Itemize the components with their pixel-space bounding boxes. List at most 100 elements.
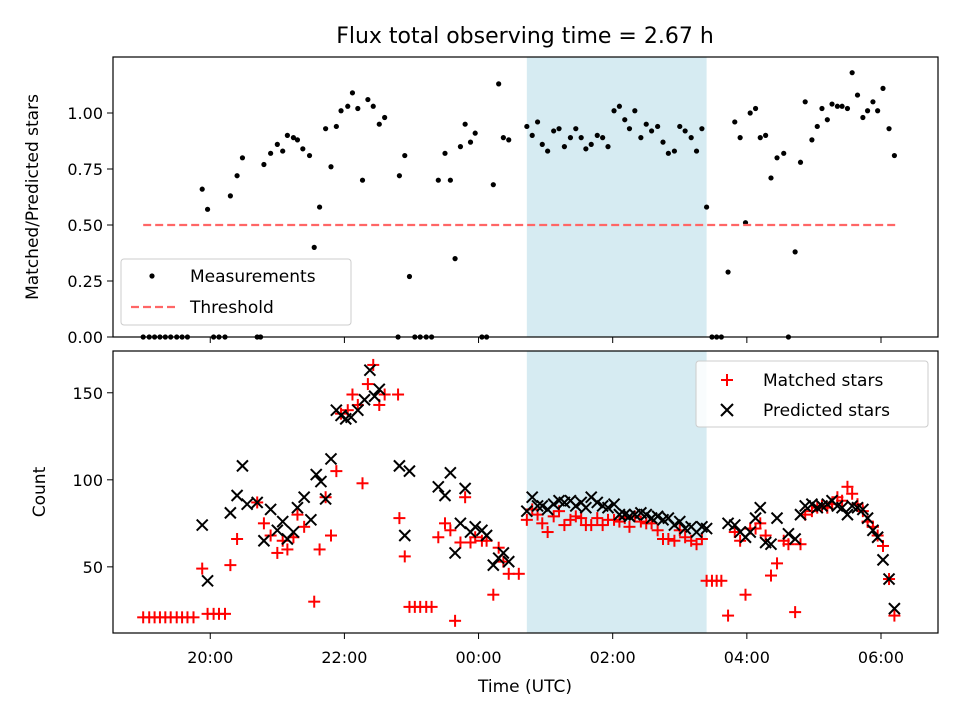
matched-star-point xyxy=(361,378,374,391)
ratio-y-tick-label: 0.25 xyxy=(67,272,103,291)
measurement-point xyxy=(567,135,574,141)
measurement-point xyxy=(447,177,453,183)
matched-star-point xyxy=(257,517,270,530)
predicted-star-point xyxy=(764,538,778,551)
matched-star-point xyxy=(789,606,802,619)
measurement-point xyxy=(311,244,317,250)
measurement-point xyxy=(406,273,413,280)
matched-star-point xyxy=(502,567,515,580)
measurement-point xyxy=(396,173,403,179)
measurement-point xyxy=(500,135,506,141)
measurement-point xyxy=(849,70,855,76)
measurement-point xyxy=(294,137,301,143)
measurement-point xyxy=(355,105,361,112)
measurement-point xyxy=(824,117,830,123)
predicted-star-point xyxy=(841,508,854,521)
predicted-star-point xyxy=(448,546,462,560)
measurement-point xyxy=(545,148,551,154)
measurement-point xyxy=(655,123,661,130)
matched-star-point xyxy=(346,388,359,401)
matched-star-point xyxy=(771,557,784,570)
measurement-point xyxy=(886,126,892,132)
legend-measurements-label: Measurements xyxy=(190,267,316,287)
predicted-star-point xyxy=(700,522,713,535)
ratio-y-tick-label: 0.00 xyxy=(67,328,103,347)
measurement-point xyxy=(671,148,678,154)
measurement-point xyxy=(839,103,845,109)
legend-predicted-label: Predicted stars xyxy=(763,401,890,421)
predicted-star-point xyxy=(547,497,560,511)
predicted-star-point xyxy=(398,529,411,542)
measurement-point xyxy=(703,204,710,210)
measurement-point xyxy=(611,108,617,114)
matched-star-point xyxy=(398,550,411,563)
measurement-point xyxy=(457,144,464,150)
matched-star-point xyxy=(313,543,326,556)
predicted-star-point xyxy=(526,491,539,504)
predicted-star-point xyxy=(264,503,277,516)
predicted-star-point xyxy=(393,459,406,473)
measurement-point xyxy=(496,81,502,87)
predicted-star-point xyxy=(196,518,209,532)
predicted-star-point xyxy=(310,468,323,481)
matched-star-point xyxy=(585,519,598,532)
predicted-star-point xyxy=(314,475,328,488)
x-tick-label: 00:00 xyxy=(455,648,501,667)
measurement-point xyxy=(435,177,441,183)
measurement-point xyxy=(284,132,290,138)
predicted-star-point xyxy=(304,513,318,527)
matched-star-point xyxy=(487,588,500,601)
measurement-point xyxy=(600,135,606,141)
matched-star-point xyxy=(558,519,571,532)
predicted-star-point xyxy=(536,499,549,513)
measurement-point xyxy=(763,132,769,138)
measurement-point xyxy=(682,128,688,134)
matched-star-point xyxy=(715,574,728,587)
measurement-point xyxy=(829,101,835,107)
predicted-star-point xyxy=(324,452,338,466)
count-shaded-span xyxy=(526,351,707,633)
x-tick-label: 22:00 xyxy=(321,648,367,667)
measurement-point xyxy=(875,108,881,114)
measurement-point xyxy=(622,117,628,123)
measurement-point xyxy=(328,164,334,170)
legend-matched-label: Matched stars xyxy=(763,371,883,391)
predicted-star-point xyxy=(607,497,621,511)
measurement-point xyxy=(774,155,780,161)
matched-star-point xyxy=(324,529,337,542)
measurement-point xyxy=(234,173,240,179)
measurement-point xyxy=(688,135,694,141)
matched-star-point xyxy=(782,538,795,551)
measurement-point xyxy=(844,105,851,112)
x-axis-label: Time (UTC) xyxy=(477,677,572,697)
measurement-point xyxy=(402,152,408,159)
matched-star-point xyxy=(764,569,777,582)
measurement-point xyxy=(274,141,280,147)
predicted-star-point xyxy=(866,524,880,537)
matched-star-point xyxy=(439,517,452,530)
predicted-star-point xyxy=(297,491,311,504)
predicted-star-point xyxy=(743,525,757,539)
predicted-star-point xyxy=(861,511,874,525)
measurement-point xyxy=(768,175,774,181)
measurement-point xyxy=(747,110,753,116)
matched-star-point xyxy=(547,510,560,523)
chart-title: Flux total observing time = 2.67 h xyxy=(336,24,714,49)
measurement-point xyxy=(583,146,589,152)
x-tick-label: 06:00 xyxy=(858,648,904,667)
matched-star-point xyxy=(231,533,244,545)
matched-star-point xyxy=(187,611,200,624)
predicted-star-point xyxy=(458,482,472,495)
measurement-point xyxy=(752,105,759,112)
predicted-star-point xyxy=(579,501,593,514)
measurement-point xyxy=(809,137,815,143)
matched-star-point xyxy=(856,505,869,518)
measurement-point xyxy=(268,150,274,156)
predicted-star-point xyxy=(240,497,254,511)
x-tick-label: 20:00 xyxy=(187,648,233,667)
measurement-point xyxy=(349,90,356,96)
x-tick-label: 02:00 xyxy=(590,648,636,667)
predicted-star-point xyxy=(569,499,583,513)
